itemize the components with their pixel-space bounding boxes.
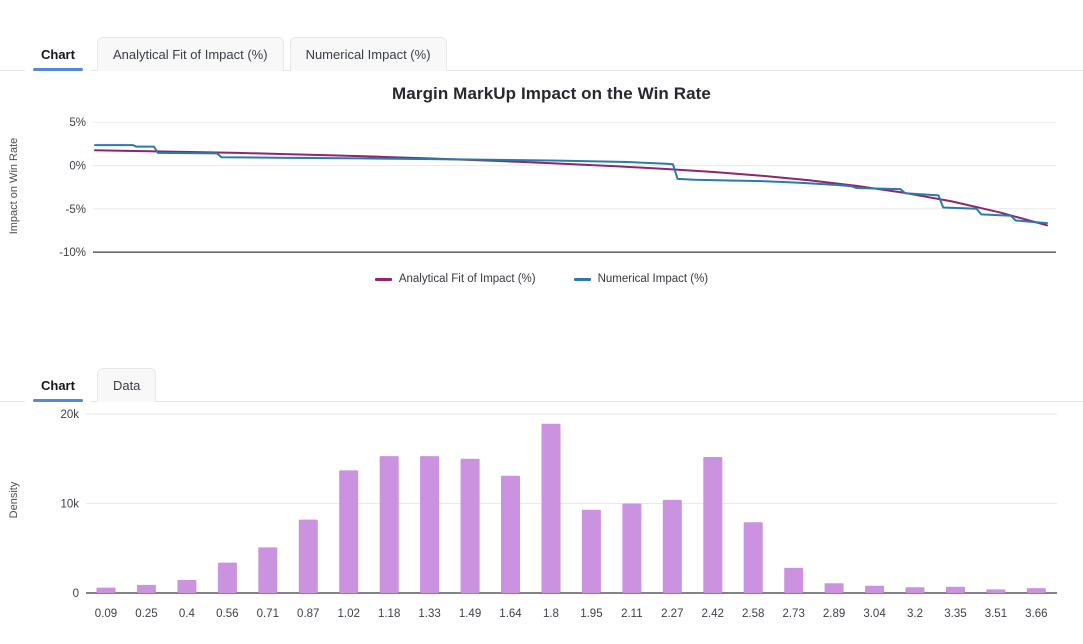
histogram-bar[interactable] [662,499,682,593]
x-tick-label: 3.51 [985,608,1007,620]
x-tick-label: 3.66 [1025,608,1047,620]
histogram-bar[interactable] [177,580,197,593]
legend-label: Numerical Impact (%) [597,273,709,285]
page-title: Margin MarkUp Impact on the Win Rate [392,84,711,103]
x-tick-label: 3.35 [944,608,966,620]
x-tick-label: 2.42 [702,608,724,620]
x-tick-label: 1.8 [543,608,559,620]
x-tick-label: 0.25 [135,608,157,620]
x-tick-label: 2.27 [661,608,683,620]
histogram-bar[interactable] [865,585,885,593]
win-rate-line-chart: 5% 0% -5% -10% [59,117,1056,259]
line-chart-legend: Analytical Fit of Impact (%) Numerical I… [0,273,1083,285]
tab-chart-top[interactable]: Chart [25,37,91,71]
x-tick-label: 1.33 [418,608,440,620]
histogram-tabbar: Chart Data [0,368,1083,402]
tab-analytical-fit[interactable]: Analytical Fit of Impact (%) [96,37,284,71]
density-histogram: 20k 10k 0 0.09 0.25 0.4 0.56 0.71 0.87 1.02 1.18 1.… [60,409,1057,620]
x-tick-label: 0.4 [179,608,196,620]
histogram-bar[interactable] [298,519,318,593]
y-tick-label: -10% [59,247,86,259]
histogram-bar[interactable] [743,522,763,593]
x-tick-label: 1.95 [580,608,602,620]
legend-item-analytical[interactable]: Analytical Fit of Impact (%) [374,273,536,285]
y-tick-label: 0% [69,161,86,173]
x-tick-label: 2.58 [742,608,764,620]
x-tick-label: 2.73 [782,608,804,620]
x-tick-label: 2.89 [823,608,845,620]
histogram-bar[interactable] [501,475,520,593]
tab-chart-bottom[interactable]: Chart [25,368,91,402]
histogram-bar[interactable] [986,589,1006,593]
x-tick-label: 1.18 [378,608,400,620]
histogram-bar[interactable] [946,586,965,593]
top-chart-tabbar: Chart Analytical Fit of Impact (%) Numer… [0,37,1083,71]
histogram-bar[interactable] [703,457,723,593]
y-tick-label: 5% [69,117,86,129]
histogram-bar[interactable] [258,547,278,593]
y-tick-label: 0 [73,588,79,600]
x-tick-label: 0.09 [95,608,117,620]
tab-numerical-impact[interactable]: Numerical Impact (%) [289,37,447,71]
x-tick-label: 2.11 [621,608,643,620]
y-tick-label: -5% [66,204,86,216]
y-tick-label: 20k [60,409,79,421]
x-tick-label: 0.71 [257,608,279,620]
histogram-bar[interactable] [541,423,561,593]
numerical-impact-line[interactable] [94,144,1048,225]
histogram-bar[interactable] [784,567,804,593]
analytical-fit-line[interactable] [94,149,1048,227]
histogram-bar[interactable] [460,458,480,594]
y-tick-label: 10k [60,499,79,511]
x-tick-label: 3.04 [863,608,886,620]
legend-item-numerical[interactable]: Numerical Impact (%) [573,273,709,285]
histogram-bar[interactable] [420,456,440,593]
histogram-bar[interactable] [1026,588,1046,593]
histogram-bar[interactable] [96,587,116,593]
histogram-bar[interactable] [217,562,237,593]
numerical-line-swatch [573,277,591,281]
x-tick-label: 1.64 [499,608,522,620]
x-tick-label: 0.56 [216,608,238,620]
x-tick-label: 1.49 [459,608,481,620]
histogram-bar[interactable] [824,583,844,593]
tab-data[interactable]: Data [96,368,157,402]
x-tick-label: 0.87 [297,608,319,620]
histogram-bar[interactable] [379,456,399,593]
x-tick-label: 1.02 [338,608,360,620]
analytical-line-swatch [374,277,392,281]
histogram-bar[interactable] [136,584,156,593]
histogram-bar[interactable] [622,503,642,594]
histogram-bar[interactable] [581,509,601,593]
histogram-bar[interactable] [905,587,925,593]
x-tick-label: 3.2 [907,608,923,620]
histogram-bar[interactable] [339,470,359,593]
legend-label: Analytical Fit of Impact (%) [398,273,536,285]
